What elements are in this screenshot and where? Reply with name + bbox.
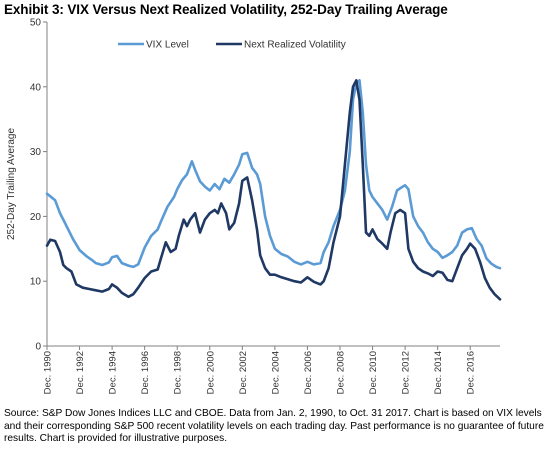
chart-title: Exhibit 3: VIX Versus Next Realized Vola… — [4, 2, 448, 17]
x-tick-label: Dec. 2010 — [368, 351, 379, 394]
y-tick-label: 20 — [30, 212, 42, 223]
y-tick-label: 30 — [30, 147, 42, 158]
source-note: Source: S&P Dow Jones Indices LLC and CB… — [4, 408, 544, 445]
y-tick-label: 10 — [30, 277, 42, 288]
y-tick-label: 40 — [30, 82, 42, 93]
legend-label: Next Realized Volatility — [244, 40, 346, 51]
x-tick-label: Dec. 2016 — [466, 351, 477, 394]
x-tick-label: Dec. 2012 — [401, 351, 412, 394]
x-tick-label: Dec. 2002 — [238, 351, 249, 394]
y-tick-label: 0 — [35, 342, 41, 353]
series-line-next-realized-volatility — [45, 79, 502, 301]
x-tick-label: Dec. 2014 — [433, 351, 444, 394]
x-tick-label: Dec. 2000 — [205, 351, 216, 394]
legend-label: VIX Level — [146, 40, 189, 51]
x-tick-label: Dec. 1996 — [140, 351, 151, 394]
x-tick-label: Dec. 1990 — [43, 351, 54, 394]
x-tick-label: Dec. 1992 — [75, 351, 86, 394]
series-line-vix-level — [45, 79, 502, 270]
x-tick-label: Dec. 1994 — [108, 351, 119, 394]
x-tick-label: Dec. 2004 — [270, 351, 281, 394]
y-tick-label: 50 — [30, 18, 42, 29]
x-tick-label: Dec. 1998 — [173, 351, 184, 394]
chart: 0 10 20 30 40 50 252-Day Trailing Average Dec. … — [6, 18, 502, 394]
x-tick-label: Dec. 2008 — [335, 351, 346, 394]
y-axis-title: 252-Day Trailing Average — [6, 128, 17, 241]
x-tick-label: Dec. 2006 — [303, 351, 314, 394]
